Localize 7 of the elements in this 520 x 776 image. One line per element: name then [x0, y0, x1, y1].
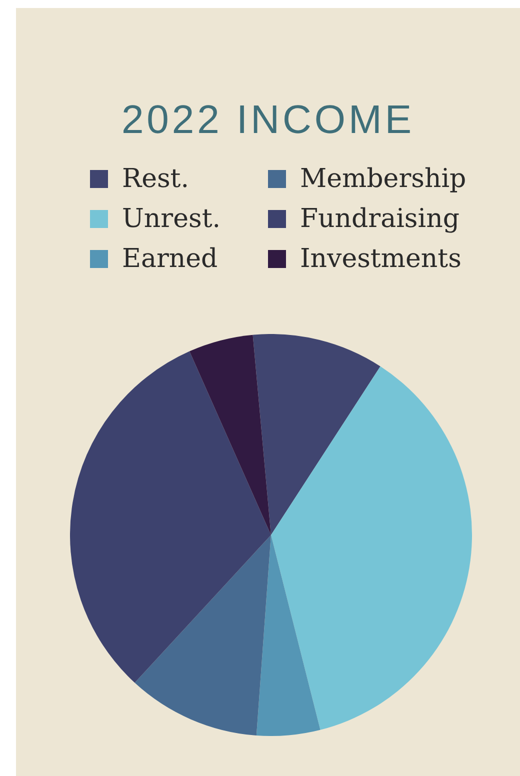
legend-label: Fundraising — [300, 204, 460, 234]
legend-label: Rest. — [122, 164, 190, 194]
legend-label: Unrest. — [122, 204, 221, 234]
legend-label: Earned — [122, 244, 218, 274]
legend-label: Membership — [300, 164, 466, 194]
legend-label: Investments — [300, 244, 462, 274]
chart-title: 2022 INCOME — [120, 98, 416, 143]
